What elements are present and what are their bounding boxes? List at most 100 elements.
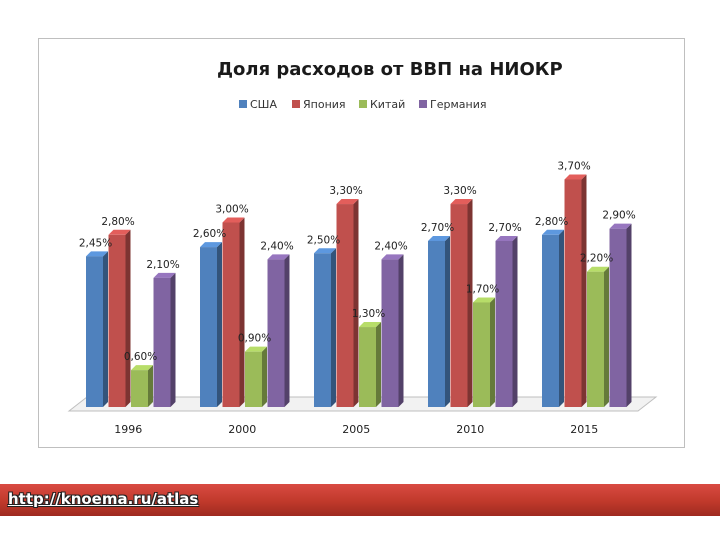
bar-front <box>609 228 627 407</box>
bar-top <box>609 223 632 229</box>
x-axis-ticks: 1996 2000 2005 2010 2015 <box>114 423 598 436</box>
bar <box>86 251 108 407</box>
bar-side <box>467 199 473 407</box>
data-label: 2,45% <box>79 237 112 249</box>
data-label: 2,40% <box>374 240 407 252</box>
bar <box>314 248 336 407</box>
bar-top <box>222 217 245 223</box>
bar-side <box>376 322 381 407</box>
bar-side <box>445 235 450 407</box>
bar-front <box>245 351 262 407</box>
x-tick-label: 2005 <box>342 423 370 436</box>
bar-top <box>131 365 153 371</box>
data-label: 2,10% <box>146 259 179 271</box>
bar-side <box>512 235 518 407</box>
bar-side <box>262 346 267 407</box>
bar-front <box>473 302 490 407</box>
bar-front <box>564 179 582 407</box>
source-link[interactable]: http://knoema.ru/atlas <box>8 490 199 508</box>
bar-top <box>473 297 495 303</box>
bar <box>450 199 473 407</box>
x-tick-label: 1996 <box>114 423 142 436</box>
data-label: 2,60% <box>193 228 226 240</box>
chart-area: Доля расходов от ВВП на НИОКР США Япония К… <box>38 38 685 448</box>
bar-top <box>108 229 131 235</box>
bars-group <box>86 174 632 407</box>
bar-side <box>604 266 609 407</box>
bar <box>222 217 245 407</box>
bar-side <box>125 229 131 407</box>
bar-side <box>331 248 336 407</box>
legend-swatch <box>239 100 247 108</box>
data-label: 2,50% <box>307 234 340 246</box>
bar <box>267 254 290 407</box>
legend-swatch <box>359 100 367 108</box>
data-label: 2,80% <box>101 216 134 228</box>
data-label: 3,70% <box>557 160 590 172</box>
bar <box>200 242 222 407</box>
data-label: 3,00% <box>215 204 248 216</box>
chart-svg: Доля расходов от ВВП на НИОКР США Япония К… <box>67 59 658 436</box>
bar <box>564 174 587 407</box>
bar-top <box>86 251 108 257</box>
bar-top <box>267 254 290 260</box>
bar-front <box>428 240 445 407</box>
data-label: 2,40% <box>260 240 293 252</box>
legend-label: США <box>250 98 277 111</box>
data-label: 2,20% <box>580 253 613 265</box>
bar-top <box>428 235 450 241</box>
bar-front <box>542 234 559 407</box>
bar-top <box>245 346 267 352</box>
x-tick-label: 2000 <box>228 423 256 436</box>
bar-front <box>495 240 513 407</box>
data-label: 1,70% <box>466 283 499 295</box>
bar-top <box>542 229 564 235</box>
bar-top <box>314 248 336 254</box>
bar-top <box>587 266 609 272</box>
bar-front <box>359 327 376 407</box>
legend-swatch <box>292 100 300 108</box>
bar-front <box>336 204 354 407</box>
bar-side <box>170 272 176 407</box>
legend-label: Китай <box>370 98 405 111</box>
bar <box>542 229 564 407</box>
legend: США Япония Китай Германия <box>239 98 486 111</box>
legend-label: Германия <box>430 98 486 111</box>
bar <box>245 346 267 407</box>
bar-side <box>490 297 495 407</box>
legend-label: Япония <box>303 98 346 111</box>
bar-side <box>284 254 290 407</box>
bar-top <box>381 254 404 260</box>
bar-front <box>381 259 399 407</box>
bar <box>428 235 450 407</box>
data-label: 2,80% <box>535 216 568 228</box>
bar-front <box>108 234 126 407</box>
bar-side <box>239 217 245 407</box>
bar-top <box>359 322 381 328</box>
data-label: 1,30% <box>352 308 385 320</box>
bar-front <box>86 256 103 407</box>
bar-front <box>587 271 604 407</box>
bar <box>381 254 404 407</box>
bar <box>108 229 131 407</box>
bar-front <box>222 222 240 407</box>
bar <box>153 272 176 407</box>
legend-swatch <box>419 100 427 108</box>
footer-band <box>0 484 720 516</box>
bar-front <box>153 277 171 407</box>
x-tick-label: 2010 <box>456 423 484 436</box>
bar-top <box>564 174 587 180</box>
data-label: 3,30% <box>443 185 476 197</box>
data-label: 0,90% <box>238 333 271 345</box>
bar-side <box>148 365 153 407</box>
bar-front <box>267 259 285 407</box>
bar-side <box>353 199 359 407</box>
data-labels-group: 2,45% 2,80% 0,60% 2,10% 2,60% 3,00% 0,90% 2,40%… <box>79 160 636 363</box>
chart-title: Доля расходов от ВВП на НИОКР <box>217 59 563 80</box>
bar-top <box>495 235 518 241</box>
bar-side <box>559 229 564 407</box>
bar-side <box>217 242 222 407</box>
data-label: 3,30% <box>329 185 362 197</box>
x-tick-label: 2015 <box>570 423 598 436</box>
bar-front <box>450 204 468 407</box>
